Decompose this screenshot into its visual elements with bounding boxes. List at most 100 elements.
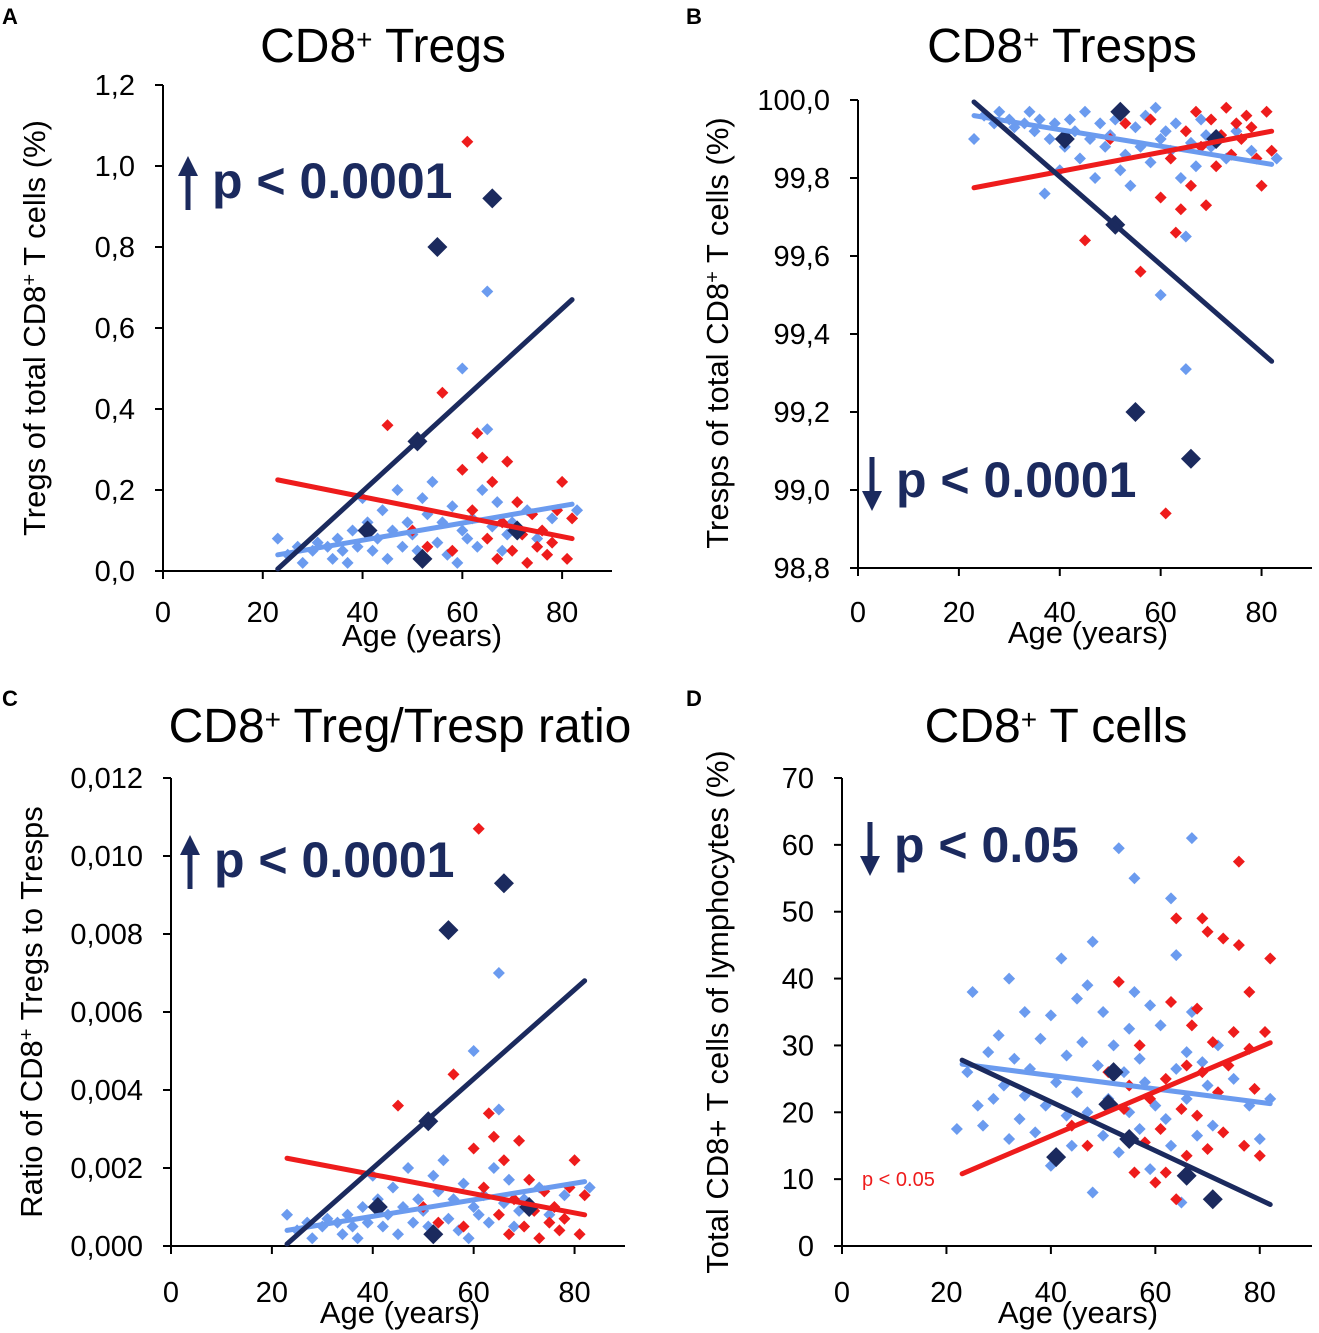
data-point-light xyxy=(472,1208,485,1221)
arrow-head xyxy=(180,835,200,855)
chart-title: CD8+ Treg/Tresp ratio xyxy=(169,700,632,753)
trendline-light xyxy=(959,1061,1273,1107)
data-point-light xyxy=(508,1220,521,1233)
data-point-light xyxy=(426,475,439,488)
data-point-red xyxy=(1175,1102,1188,1115)
data-point-red xyxy=(1191,1002,1204,1015)
data-point-light xyxy=(1174,172,1187,184)
data-point-red xyxy=(578,1189,591,1202)
data-point-light xyxy=(1099,140,1112,153)
trendline-red xyxy=(959,1040,1273,1177)
y-tick-label: 0,000 xyxy=(70,1231,143,1263)
y-tick-label: 1,2 xyxy=(95,70,135,102)
data-point-light xyxy=(366,544,379,557)
data-point-light xyxy=(376,504,389,517)
trendline-red xyxy=(275,477,575,542)
data-point-light xyxy=(993,105,1006,118)
series-light xyxy=(950,832,1277,1209)
trendline-dark xyxy=(959,1057,1273,1208)
data-point-light xyxy=(376,1220,389,1233)
data-point-light xyxy=(1169,117,1182,130)
data-point-red xyxy=(1112,975,1125,988)
data-point-light xyxy=(1063,113,1076,126)
x-axis-label: Age (years) xyxy=(1008,615,1168,650)
x-tick-label: 20 xyxy=(256,1277,288,1309)
chart-title: CD8+ T cells xyxy=(925,700,1188,753)
y-tick-label: 0,0 xyxy=(95,556,135,588)
data-point-red xyxy=(446,544,459,557)
data-point-light xyxy=(1180,1092,1193,1105)
data-point-light xyxy=(336,1228,349,1241)
title-superscript: + xyxy=(356,24,372,55)
data-point-light xyxy=(402,1162,415,1174)
data-point-light xyxy=(1060,1049,1073,1062)
data-point-red xyxy=(447,1068,460,1081)
data-point-red xyxy=(1217,1126,1230,1139)
data-point-red xyxy=(531,540,544,553)
data-point-light xyxy=(351,1232,364,1245)
data-point-light xyxy=(546,512,559,525)
x-tick-label: 80 xyxy=(1245,597,1277,629)
data-point-red xyxy=(456,463,469,476)
title-text: CD8 xyxy=(260,20,356,73)
data-point-light xyxy=(1144,1163,1157,1176)
y-tick-label: 99,6 xyxy=(774,241,830,273)
y-label-text: Total CD8+ T cells of lymphocytes (%) xyxy=(700,750,735,1273)
data-point-light xyxy=(326,552,339,565)
trendline-light xyxy=(275,501,575,558)
data-point-red xyxy=(1264,952,1277,965)
x-tick-label: 20 xyxy=(943,597,975,629)
y-label-text: Tresps of total CD8 xyxy=(700,283,735,549)
data-point-dark xyxy=(1046,1147,1067,1168)
data-point-red xyxy=(466,504,479,517)
data-point-light xyxy=(531,532,544,545)
data-point-light xyxy=(1230,125,1243,138)
data-point-light xyxy=(401,516,414,529)
title-superscript: + xyxy=(1023,24,1039,55)
data-point-dark xyxy=(438,920,459,941)
data-point-red xyxy=(1165,995,1177,1008)
data-point-red xyxy=(1201,1143,1214,1156)
data-point-light xyxy=(391,484,404,496)
y-axis-label: Ratio of CD8+ Tregs to Tresps xyxy=(14,806,49,1217)
data-point-red xyxy=(521,556,534,569)
data-point-red xyxy=(1205,113,1218,126)
data-point-light xyxy=(1154,133,1167,145)
data-point-light xyxy=(462,1232,475,1245)
data-point-red xyxy=(1179,125,1192,138)
data-point-light xyxy=(543,1208,556,1221)
data-point-red xyxy=(1232,939,1245,952)
data-point-light xyxy=(982,1046,995,1059)
data-point-light xyxy=(306,1232,319,1245)
data-point-light xyxy=(571,504,584,517)
title-superscript: + xyxy=(1021,704,1037,735)
arrow-head xyxy=(862,491,882,511)
y-axis-label: Total CD8+ T cells of lymphocytes (%) xyxy=(700,750,735,1273)
data-point-light xyxy=(1154,289,1167,301)
y-tick-label: 0,004 xyxy=(70,1075,143,1107)
y-axis-label: Tregs of total CD8+ T cells (%) xyxy=(17,120,52,536)
data-point-dark xyxy=(1202,1189,1223,1210)
data-point-red xyxy=(461,135,474,148)
data-point-light xyxy=(346,524,359,537)
trendline-light xyxy=(971,113,1275,167)
data-point-red xyxy=(1259,1026,1271,1039)
data-point-light xyxy=(1189,160,1202,173)
trendline-red xyxy=(284,1155,588,1218)
data-point-light xyxy=(1029,1126,1042,1139)
data-point-light xyxy=(416,492,429,505)
data-point-red xyxy=(1227,1026,1240,1039)
title-rest: Treg/Tresp ratio xyxy=(281,700,631,753)
data-point-red xyxy=(486,475,499,488)
data-point-red xyxy=(1217,932,1230,945)
data-point-light xyxy=(396,540,409,553)
x-axis-label: Age (years) xyxy=(320,1295,480,1330)
data-point-light xyxy=(950,1123,963,1135)
data-point-light xyxy=(467,1045,480,1057)
data-point-red xyxy=(1185,1019,1198,1032)
data-point-red xyxy=(1154,1123,1167,1135)
data-point-red xyxy=(1174,203,1187,216)
trendline-red xyxy=(971,128,1275,191)
